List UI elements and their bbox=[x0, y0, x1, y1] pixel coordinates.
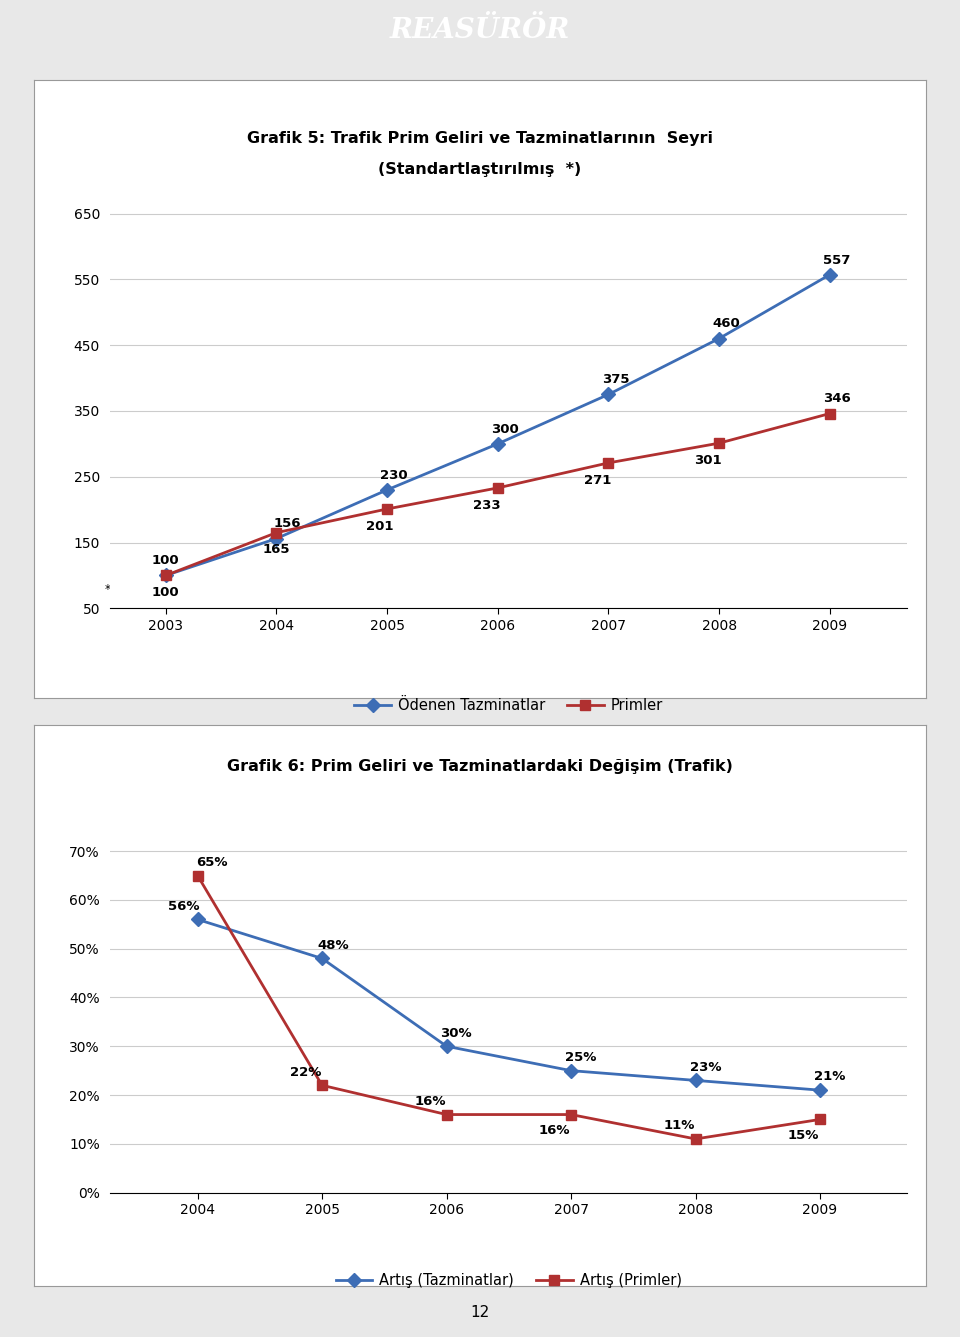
Text: 375: 375 bbox=[602, 373, 629, 386]
Text: 100: 100 bbox=[152, 586, 180, 599]
Text: 230: 230 bbox=[380, 469, 408, 481]
Text: 460: 460 bbox=[712, 317, 740, 330]
Text: 11%: 11% bbox=[663, 1119, 695, 1132]
Text: 156: 156 bbox=[274, 517, 301, 531]
Text: Grafik 6: Prim Geliri ve Tazminatlardaki Değişim (Trafik): Grafik 6: Prim Geliri ve Tazminatlardaki… bbox=[228, 759, 732, 774]
Text: 16%: 16% bbox=[539, 1124, 570, 1136]
Text: REASÜRÖR: REASÜRÖR bbox=[390, 17, 570, 44]
Text: * 2003 direkt prim ödenen tazminat ve tutarı 100 olarak alınmıştır: * 2003 direkt prim ödenen tazminat ve tu… bbox=[105, 583, 496, 596]
Text: 12: 12 bbox=[470, 1305, 490, 1321]
Text: 21%: 21% bbox=[814, 1071, 846, 1083]
Text: 15%: 15% bbox=[788, 1128, 819, 1142]
Text: 48%: 48% bbox=[318, 939, 349, 952]
Text: 165: 165 bbox=[263, 544, 290, 556]
Text: 30%: 30% bbox=[441, 1027, 472, 1040]
Text: 100: 100 bbox=[152, 555, 180, 567]
Text: 271: 271 bbox=[584, 473, 611, 487]
Text: 65%: 65% bbox=[196, 856, 228, 869]
Text: 233: 233 bbox=[473, 499, 500, 512]
Text: 23%: 23% bbox=[689, 1060, 721, 1074]
Text: 201: 201 bbox=[367, 520, 394, 533]
Legend: Artış (Tazminatlar), Artış (Primler): Artış (Tazminatlar), Artış (Primler) bbox=[330, 1267, 687, 1294]
Text: 301: 301 bbox=[694, 455, 722, 467]
Text: 346: 346 bbox=[823, 393, 851, 405]
Text: 22%: 22% bbox=[290, 1066, 321, 1079]
Legend: Ödenen Tazminatlar, Primler: Ödenen Tazminatlar, Primler bbox=[348, 693, 669, 719]
Text: 56%: 56% bbox=[168, 900, 200, 913]
Text: Grafik 5: Trafik Prim Geliri ve Tazminatlarının  Seyri: Grafik 5: Trafik Prim Geliri ve Tazminat… bbox=[247, 131, 713, 146]
Text: 16%: 16% bbox=[414, 1095, 445, 1108]
Text: (Standartlaştırılmış  *): (Standartlaştırılmış *) bbox=[378, 162, 582, 178]
Text: 300: 300 bbox=[491, 422, 518, 436]
Text: 25%: 25% bbox=[565, 1051, 596, 1064]
Text: 557: 557 bbox=[823, 254, 851, 266]
